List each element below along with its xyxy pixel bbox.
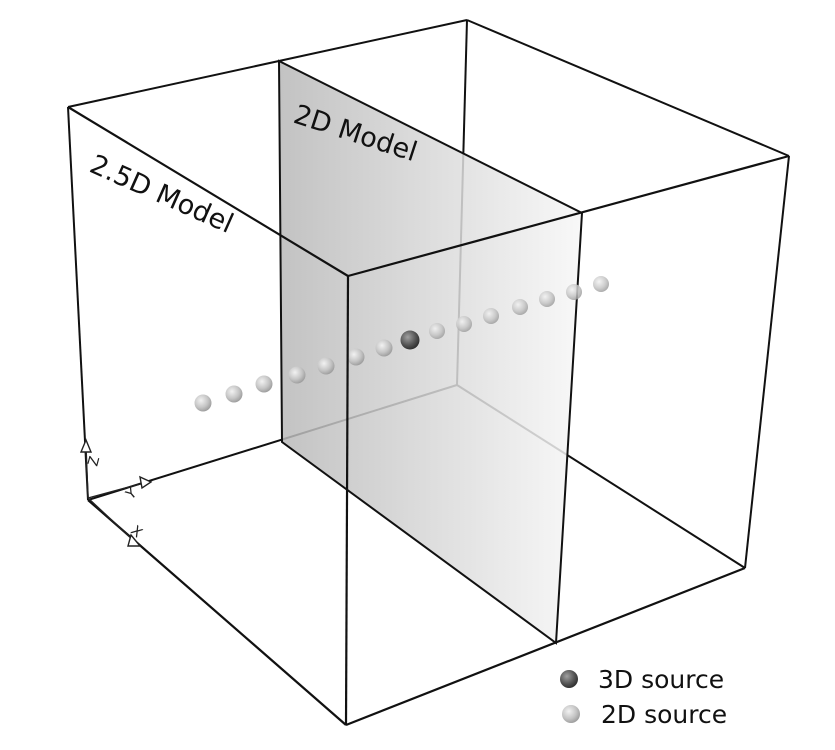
y-axis-arrow <box>139 475 153 490</box>
source-2d-point <box>593 276 609 292</box>
legend-3d-marker <box>560 670 578 688</box>
front-vertical-edge <box>344 275 350 726</box>
source-2d-point <box>288 366 306 384</box>
z-axis-arrow <box>79 438 93 453</box>
z-axis-line <box>85 445 89 499</box>
axis-triad <box>79 438 153 547</box>
cube-front-edges <box>67 106 790 727</box>
top-right-front-edge <box>347 154 790 278</box>
source-2d-point <box>566 284 582 300</box>
back-top-left-edge <box>67 19 468 108</box>
x-axis-line <box>87 497 135 542</box>
legend: 3D source 2D source <box>560 665 727 729</box>
z-axis-label: Z <box>85 455 103 468</box>
top-left-front-edge <box>67 106 349 277</box>
back-top-right-edge <box>466 19 790 157</box>
source-2d-point <box>539 291 555 307</box>
source-2d-point <box>483 308 499 324</box>
right-vertical-edge <box>744 155 790 569</box>
source-2d-point <box>456 316 472 332</box>
source-2d-point <box>225 385 243 403</box>
y-axis-line <box>87 482 145 499</box>
model-2d-plane <box>277 59 584 645</box>
legend-2d-marker <box>562 705 580 723</box>
source-3d-point <box>400 330 420 350</box>
source-2d-point <box>255 375 273 393</box>
source-2d-point <box>194 394 212 412</box>
source-2d-point <box>512 299 528 315</box>
left-vertical-edge <box>67 106 89 501</box>
bottom-right-front-edge <box>345 566 746 727</box>
legend-2d-label: 2D source <box>601 700 727 729</box>
source-2d-point <box>375 339 393 357</box>
source-2d-point <box>317 357 335 375</box>
source-2d-point <box>347 348 365 366</box>
source-2d-point <box>429 323 445 339</box>
x-axis-arrow <box>127 533 142 547</box>
source-line <box>194 276 609 412</box>
legend-3d-label: 3D source <box>598 665 724 694</box>
